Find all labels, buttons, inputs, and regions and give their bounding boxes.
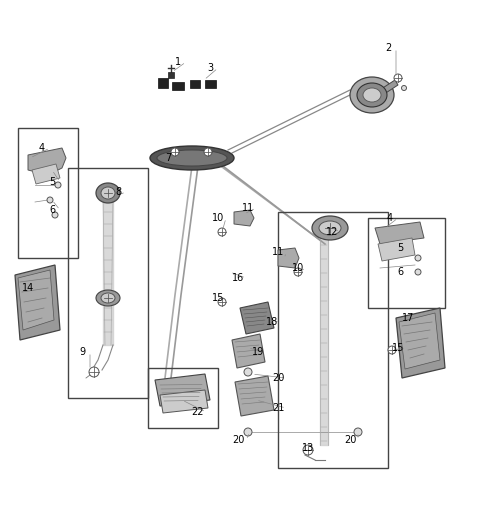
- Text: 10: 10: [292, 263, 304, 273]
- Ellipse shape: [319, 221, 341, 235]
- Circle shape: [47, 197, 53, 203]
- Circle shape: [244, 368, 252, 376]
- Circle shape: [401, 86, 407, 91]
- Text: 3: 3: [207, 63, 213, 73]
- Text: 1: 1: [175, 57, 181, 67]
- Text: 6: 6: [397, 267, 403, 277]
- Text: 11: 11: [272, 247, 284, 257]
- Text: 5: 5: [397, 243, 403, 253]
- Text: 10: 10: [212, 213, 224, 223]
- Polygon shape: [172, 82, 184, 90]
- Circle shape: [218, 228, 226, 236]
- Text: 21: 21: [272, 403, 284, 413]
- Text: 22: 22: [192, 407, 204, 417]
- Circle shape: [354, 428, 362, 436]
- Text: 17: 17: [402, 313, 414, 323]
- Circle shape: [294, 268, 302, 276]
- Polygon shape: [190, 80, 200, 88]
- Polygon shape: [396, 308, 445, 378]
- Polygon shape: [160, 390, 208, 413]
- Text: 8: 8: [115, 187, 121, 197]
- Circle shape: [204, 148, 212, 156]
- Text: 13: 13: [302, 443, 314, 453]
- Text: 20: 20: [344, 435, 356, 445]
- Circle shape: [244, 428, 252, 436]
- Text: 4: 4: [387, 213, 393, 223]
- Bar: [368, 218, 445, 308]
- Polygon shape: [240, 302, 274, 334]
- Polygon shape: [15, 265, 60, 340]
- Text: 15: 15: [212, 293, 224, 303]
- Polygon shape: [399, 313, 440, 369]
- Ellipse shape: [150, 146, 234, 170]
- Text: 7: 7: [165, 153, 171, 163]
- Ellipse shape: [363, 88, 381, 102]
- Ellipse shape: [96, 183, 120, 203]
- Polygon shape: [375, 222, 424, 244]
- Circle shape: [104, 294, 112, 302]
- Polygon shape: [158, 78, 168, 88]
- Ellipse shape: [312, 216, 348, 240]
- Circle shape: [325, 223, 335, 233]
- Text: 14: 14: [22, 283, 34, 293]
- Polygon shape: [378, 238, 415, 261]
- Text: 12: 12: [326, 227, 338, 237]
- Polygon shape: [278, 248, 299, 268]
- Polygon shape: [372, 80, 398, 100]
- Circle shape: [171, 148, 179, 156]
- Ellipse shape: [350, 77, 394, 113]
- Circle shape: [415, 255, 421, 261]
- Ellipse shape: [101, 293, 115, 303]
- Polygon shape: [235, 376, 274, 416]
- Polygon shape: [234, 210, 254, 226]
- Text: 16: 16: [232, 273, 244, 283]
- Circle shape: [394, 74, 402, 82]
- Text: 5: 5: [49, 177, 55, 187]
- Polygon shape: [32, 164, 60, 184]
- Polygon shape: [205, 80, 216, 88]
- Polygon shape: [168, 72, 174, 78]
- Bar: [278, 212, 388, 468]
- Circle shape: [388, 346, 396, 354]
- Circle shape: [415, 269, 421, 275]
- Text: 9: 9: [79, 347, 85, 357]
- Text: 19: 19: [252, 347, 264, 357]
- Text: 2: 2: [385, 43, 391, 53]
- Circle shape: [52, 212, 58, 218]
- Polygon shape: [155, 374, 210, 406]
- Text: 6: 6: [49, 205, 55, 215]
- Ellipse shape: [157, 150, 227, 166]
- Ellipse shape: [357, 83, 387, 107]
- Circle shape: [89, 367, 99, 377]
- Ellipse shape: [101, 187, 115, 199]
- Text: 11: 11: [242, 203, 254, 213]
- Text: 20: 20: [232, 435, 244, 445]
- Bar: [68, 168, 148, 398]
- Circle shape: [218, 298, 226, 306]
- Text: 15: 15: [392, 343, 404, 353]
- Text: 20: 20: [272, 373, 284, 383]
- Bar: [18, 128, 78, 258]
- Circle shape: [55, 182, 61, 188]
- Circle shape: [303, 445, 313, 455]
- Bar: [148, 368, 218, 428]
- Circle shape: [104, 189, 112, 197]
- Text: 18: 18: [266, 317, 278, 327]
- Text: 4: 4: [39, 143, 45, 153]
- Polygon shape: [18, 270, 54, 330]
- Ellipse shape: [96, 290, 120, 306]
- Polygon shape: [232, 334, 265, 368]
- Polygon shape: [28, 148, 66, 175]
